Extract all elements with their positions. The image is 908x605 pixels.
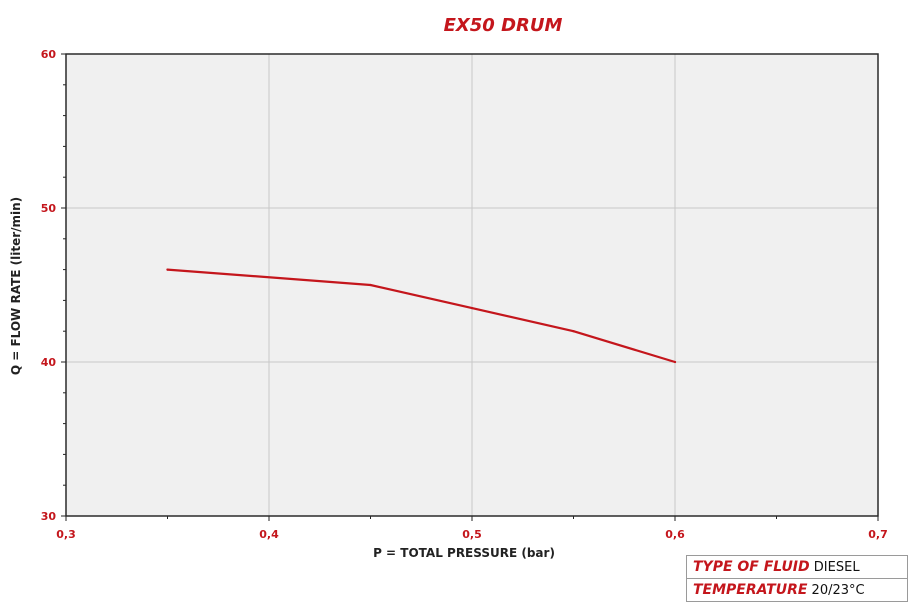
series <box>166 268 677 364</box>
x-tick-label: 0,6 <box>665 528 685 541</box>
y-tick-label: 30 <box>41 510 57 523</box>
axes: 0,3 0,4 0,5 0,6 0,7 30 40 50 60 <box>41 48 888 541</box>
info-row-fluid: TYPE OF FLUID DIESEL <box>686 555 908 579</box>
x-tick-label: 0,4 <box>259 528 279 541</box>
y-tick-label: 40 <box>41 356 57 369</box>
info-value: 20/23°C <box>811 583 865 598</box>
x-tick-label: 0,5 <box>462 528 482 541</box>
data-point <box>572 330 575 333</box>
info-label: TEMPERATURE <box>693 582 808 598</box>
data-point <box>673 360 677 364</box>
plot-frame <box>65 53 879 517</box>
info-table: TYPE OF FLUID DIESEL TEMPERATURE 20/23°C <box>686 555 908 602</box>
data-point <box>470 307 474 310</box>
grid <box>66 54 878 516</box>
info-value: DIESEL <box>813 560 860 575</box>
y-axis-label: Q = FLOW RATE (liter/min) <box>9 197 23 375</box>
data-point <box>166 268 169 271</box>
info-row-temperature: TEMPERATURE 20/23°C <box>686 578 908 602</box>
chart-title: EX50 DRUM <box>444 15 563 36</box>
x-tick-label: 0,7 <box>868 528 888 541</box>
data-point <box>369 283 372 287</box>
x-tick-label: 0,3 <box>56 528 76 541</box>
y-tick-label: 60 <box>41 48 57 61</box>
info-cell: TEMPERATURE 20/23°C <box>686 578 908 602</box>
x-axis-label: P = TOTAL PRESSURE (bar) <box>373 546 555 560</box>
info-cell: TYPE OF FLUID DIESEL <box>686 555 908 579</box>
info-label: TYPE OF FLUID <box>693 559 810 575</box>
y-tick-label: 50 <box>41 202 57 215</box>
